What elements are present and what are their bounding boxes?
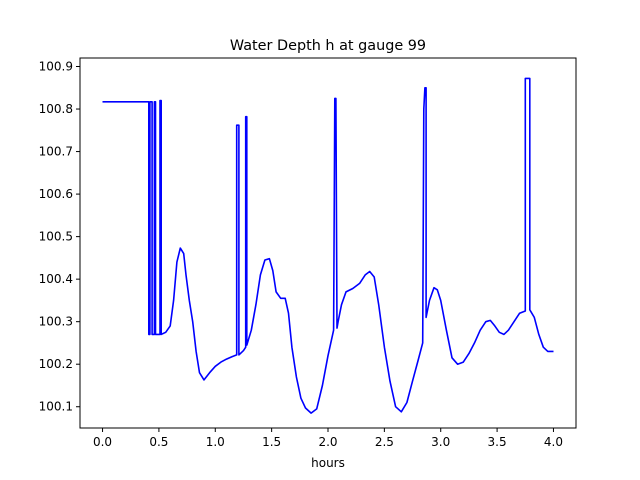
- x-tick-label: 4.0: [544, 435, 563, 449]
- x-tick-label: 1.5: [262, 435, 281, 449]
- x-axis-label: hours: [311, 456, 345, 470]
- x-tick-label: 0.0: [93, 435, 112, 449]
- x-tick-label: 3.0: [431, 435, 450, 449]
- y-axis-ticks: 100.1 100.2 100.3 100.4 100.5 100.6 100.7 100.8…: [39, 60, 80, 414]
- y-tick-label: 100.7: [39, 145, 73, 159]
- x-tick-label: 3.5: [488, 435, 507, 449]
- plot-data: [102, 77, 554, 414]
- y-tick-label: 100.8: [39, 102, 73, 116]
- y-tick-label: 100.6: [39, 187, 73, 201]
- y-tick-label: 100.3: [39, 315, 73, 329]
- x-tick-label: 2.0: [318, 435, 337, 449]
- x-axis-ticks: 0.0 0.5 1.0 1.5 2.0 2.5 3.0 3.5 4.0: [93, 428, 563, 449]
- series-line-1: [102, 77, 554, 414]
- y-tick-label: 100.9: [39, 60, 73, 74]
- y-tick-label: 100.4: [39, 272, 73, 286]
- y-tick-label: 100.1: [39, 400, 73, 414]
- x-tick-label: 0.5: [149, 435, 168, 449]
- chart-title: Water Depth h at gauge 99: [230, 38, 426, 54]
- y-tick-label: 100.2: [39, 357, 73, 371]
- x-tick-label: 2.5: [375, 435, 394, 449]
- y-tick-label: 100.5: [39, 230, 73, 244]
- x-tick-label: 1.0: [206, 435, 225, 449]
